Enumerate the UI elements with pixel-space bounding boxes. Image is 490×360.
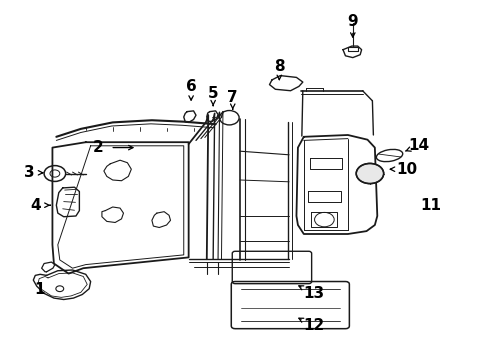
Text: 3: 3 — [24, 165, 35, 180]
Text: 5: 5 — [208, 86, 219, 101]
Text: 14: 14 — [408, 138, 430, 153]
Text: 7: 7 — [227, 90, 238, 105]
Text: 13: 13 — [303, 286, 324, 301]
Circle shape — [356, 163, 384, 184]
Text: 10: 10 — [396, 162, 417, 177]
Text: 6: 6 — [186, 79, 196, 94]
Text: 12: 12 — [303, 318, 324, 333]
Text: 9: 9 — [347, 14, 358, 29]
Text: 8: 8 — [274, 59, 285, 74]
Text: 4: 4 — [30, 198, 41, 213]
Text: 11: 11 — [421, 198, 441, 213]
Text: 1: 1 — [34, 282, 45, 297]
Text: 2: 2 — [93, 140, 103, 155]
